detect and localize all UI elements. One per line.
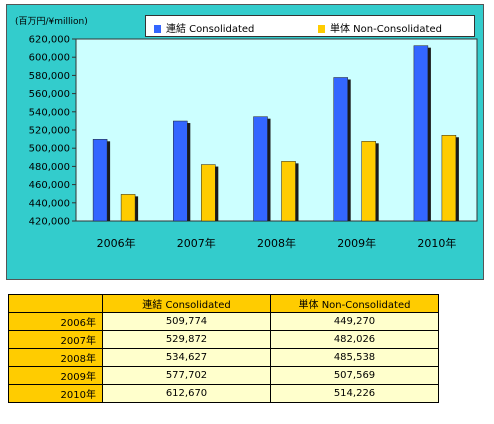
- cell-non-consolidated: 514,226: [270, 384, 439, 403]
- cell-non-consolidated: 507,569: [270, 366, 439, 385]
- legend-swatch-consolidated: [154, 25, 161, 33]
- x-tick-label: 2010年: [417, 236, 456, 250]
- table-header-row: 連結 Consolidated 単体 Non-Consolidated: [8, 294, 439, 313]
- bar-consolidated: [173, 120, 188, 222]
- y-tick-label: 620,000: [29, 35, 70, 46]
- legend-item-consolidated: 連結 Consolidated: [154, 20, 254, 35]
- y-tick-label: 460,000: [29, 180, 70, 191]
- table-corner-cell: [8, 294, 103, 313]
- x-tick-label: 2007年: [177, 236, 216, 250]
- y-tick-label: 600,000: [29, 53, 70, 64]
- header-consolidated: 連結 Consolidated: [102, 294, 271, 313]
- row-year: 2008年: [8, 348, 103, 367]
- bar-consolidated: [413, 45, 429, 222]
- cell-non-consolidated: 485,538: [270, 348, 439, 367]
- cell-consolidated: 509,774: [102, 312, 271, 331]
- chart-legend: 連結 Consolidated 単体 Non-Consolidated: [145, 15, 475, 37]
- legend-label-consolidated: 連結 Consolidated: [166, 24, 255, 35]
- legend-label-non-consolidated: 単体 Non-Consolidated: [330, 24, 442, 35]
- cell-consolidated: 529,872: [102, 330, 271, 349]
- row-year: 2006年: [8, 312, 103, 331]
- bar-consolidated: [253, 116, 268, 222]
- y-tick-label: 420,000: [29, 217, 70, 228]
- data-table: 連結 Consolidated 単体 Non-Consolidated 2006…: [8, 294, 439, 403]
- bar-chart: 420,000 440,000 460,000 480,000 500,000 520,0…: [29, 35, 478, 250]
- cell-non-consolidated: 482,026: [270, 330, 439, 349]
- table-row: 2006年 509,774 449,270: [8, 312, 439, 331]
- row-year: 2007年: [8, 330, 103, 349]
- bar-consolidated: [92, 139, 108, 222]
- bar-consolidated: [333, 77, 348, 222]
- x-tick-label: 2008年: [257, 236, 296, 250]
- y-tick-label: 480,000: [29, 162, 70, 173]
- header-non-consolidated: 単体 Non-Consolidated: [270, 294, 439, 313]
- bar-non-consolidated: [441, 135, 457, 222]
- table-row: 2008年 534,627 485,538: [8, 348, 439, 367]
- y-tick-label: 520,000: [29, 126, 70, 137]
- cell-consolidated: 534,627: [102, 348, 271, 367]
- table-row: 2010年 612,670 514,226: [8, 384, 439, 403]
- y-tick-label: 440,000: [29, 198, 70, 209]
- bar-non-consolidated: [201, 164, 216, 222]
- y-tick-label: 540,000: [29, 107, 70, 118]
- cell-consolidated: 577,702: [102, 366, 271, 385]
- table-row: 2009年 577,702 507,569: [8, 366, 439, 385]
- legend-swatch-non-consolidated: [318, 25, 325, 33]
- unit-label: (百万円/¥million): [15, 17, 88, 27]
- bar-non-consolidated: [120, 194, 136, 222]
- legend-item-non-consolidated: 単体 Non-Consolidated: [318, 20, 442, 35]
- y-tick-label: 500,000: [29, 144, 70, 155]
- table-row: 2007年 529,872 482,026: [8, 330, 439, 349]
- row-year: 2010年: [8, 384, 103, 403]
- y-tick-label: 580,000: [29, 71, 70, 82]
- x-tick-label: 2009年: [337, 236, 376, 250]
- cell-consolidated: 612,670: [102, 384, 271, 403]
- cell-non-consolidated: 449,270: [270, 312, 439, 331]
- bar-non-consolidated: [281, 161, 296, 222]
- bar-non-consolidated: [361, 141, 376, 222]
- chart-frame: (百万円/¥million) 連結 Consolidated 単体 Non-Co…: [6, 4, 484, 280]
- x-tick-label: 2006年: [97, 236, 136, 250]
- row-year: 2009年: [8, 366, 103, 385]
- plot-area: [75, 38, 478, 222]
- y-tick-label: 560,000: [29, 89, 70, 100]
